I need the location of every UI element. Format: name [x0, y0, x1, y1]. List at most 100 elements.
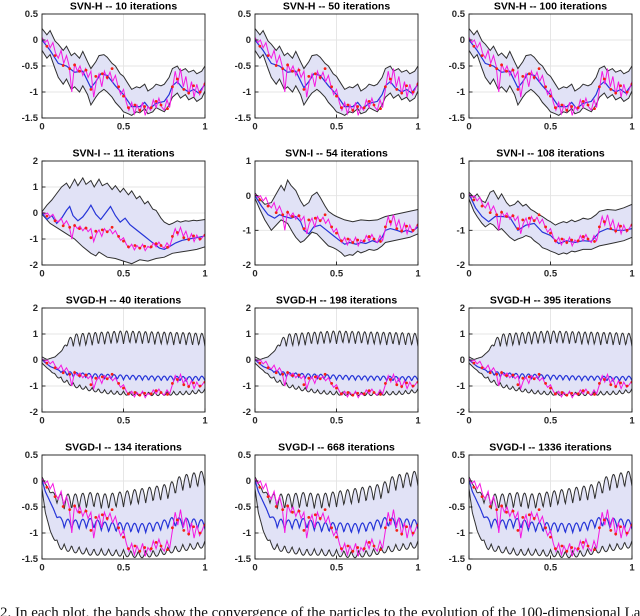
x-tick-label: 0 [253, 122, 258, 133]
observation-dot [105, 230, 109, 234]
observation-dot [324, 213, 327, 217]
observation-dot [494, 508, 498, 511]
observation-dot [553, 239, 557, 243]
subplot-title: SVN-I -- 108 iterations [496, 148, 605, 160]
observation-dot [192, 525, 195, 529]
y-tick-label: 2 [459, 303, 464, 314]
observation-dot [527, 216, 531, 220]
observation-dot [45, 361, 49, 365]
y-tick-label: -0.5 [22, 502, 39, 513]
observation-dot [100, 228, 104, 232]
subplot-svgd-h-395-iterations: 2 1 0 -1 -2 0 0.5 1 SVGD-H -- 395 iterations [427, 294, 640, 441]
observation-dot [480, 495, 484, 498]
y-tick-label: -2 [243, 260, 251, 271]
observation-dot [527, 72, 531, 76]
observation-dot [363, 106, 366, 109]
y-tick-label: -1.5 [22, 554, 39, 565]
upper-envelope-line [42, 176, 205, 226]
y-tick-label: -2 [456, 260, 464, 271]
x-tick-label: 0.5 [117, 563, 131, 574]
y-tick-label: -1.5 [22, 113, 39, 124]
observation-dot [319, 76, 322, 79]
observation-dot [133, 244, 137, 247]
observation-dot [68, 67, 72, 70]
observation-dot [291, 69, 295, 73]
x-tick-label: 0 [466, 269, 471, 280]
observation-dot [281, 508, 285, 511]
observation-dot [122, 239, 125, 243]
observation-dot [586, 544, 590, 548]
observation-dot [499, 371, 503, 374]
observation-dot [335, 94, 339, 98]
subplot-title: SVGD-I -- 1336 iterations [489, 442, 612, 454]
credible-band [468, 331, 632, 396]
plot-data-layer [255, 470, 419, 559]
observation-dot [171, 235, 174, 238]
plot-data-layer [42, 176, 205, 265]
observation-dot [368, 540, 371, 544]
reference-path-line [42, 37, 205, 116]
observation-dot [494, 67, 498, 70]
observation-dot [100, 375, 104, 379]
tick-marks [41, 454, 206, 560]
observation-dot [372, 237, 376, 241]
lower-envelope-line [255, 488, 419, 559]
subplot-title: SVGD-I -- 134 iterations [65, 442, 182, 454]
observation-dot [395, 383, 399, 387]
observation-dot [521, 218, 524, 222]
observation-dot [532, 219, 536, 223]
reference-path-line [255, 37, 419, 116]
observation-dot [187, 532, 191, 536]
y-tick-label: 0.5 [238, 9, 252, 20]
observation-dot [548, 386, 552, 390]
observation-dot [592, 107, 596, 111]
observation-dot [159, 544, 163, 548]
credible-band [255, 471, 419, 558]
subplot-title: SVN-H -- 100 iterations [494, 1, 607, 13]
observation-dot [537, 213, 541, 217]
observation-dot [291, 215, 295, 218]
x-tick-label: 1 [416, 563, 422, 574]
lower-envelope-line [42, 488, 205, 559]
y-tick-label: -1 [456, 381, 465, 392]
y-tick-label: -2 [30, 260, 38, 271]
observation-dot [143, 546, 147, 549]
x-tick-label: 0.5 [544, 269, 558, 280]
tick-marks [468, 307, 633, 413]
y-tick-label: -2 [30, 407, 38, 418]
observation-dot [68, 372, 72, 376]
credible-band [42, 177, 205, 264]
observation-dot [182, 236, 186, 240]
y-tick-label: 0 [246, 35, 251, 46]
observation-dot [480, 204, 484, 208]
y-tick-label: -0.5 [448, 502, 465, 513]
observation-dot [548, 231, 552, 235]
observation-dot [346, 237, 350, 241]
observation-dot [330, 526, 334, 530]
observation-dot [61, 64, 65, 67]
observation-dot [340, 547, 344, 550]
observation-dot [45, 214, 49, 218]
y-tick-label: 0 [459, 35, 464, 46]
upper-envelope-line [255, 470, 419, 510]
observation-dot [319, 219, 322, 223]
observation-dot [307, 218, 311, 222]
lower-envelope-line [42, 362, 205, 397]
observation-dot [340, 239, 344, 243]
observation-dot [521, 516, 524, 519]
y-tick-label: 1 [33, 329, 39, 340]
observation-dot [187, 91, 191, 95]
lower-envelope-line [42, 213, 205, 265]
observation-dot [122, 386, 125, 390]
observation-dot [154, 540, 158, 544]
observation-dot [412, 384, 415, 388]
subplot-svgd-i-134-iterations: 0.5 0 -0.5 -1 -1.5 0 0.5 1 SVGD-I -- 134 iterati… [0, 441, 213, 588]
x-tick-label: 0.5 [330, 269, 344, 280]
observation-dot [89, 236, 93, 240]
observation-dot [576, 392, 580, 396]
observation-dot [609, 383, 612, 387]
observation-dot [330, 85, 334, 89]
